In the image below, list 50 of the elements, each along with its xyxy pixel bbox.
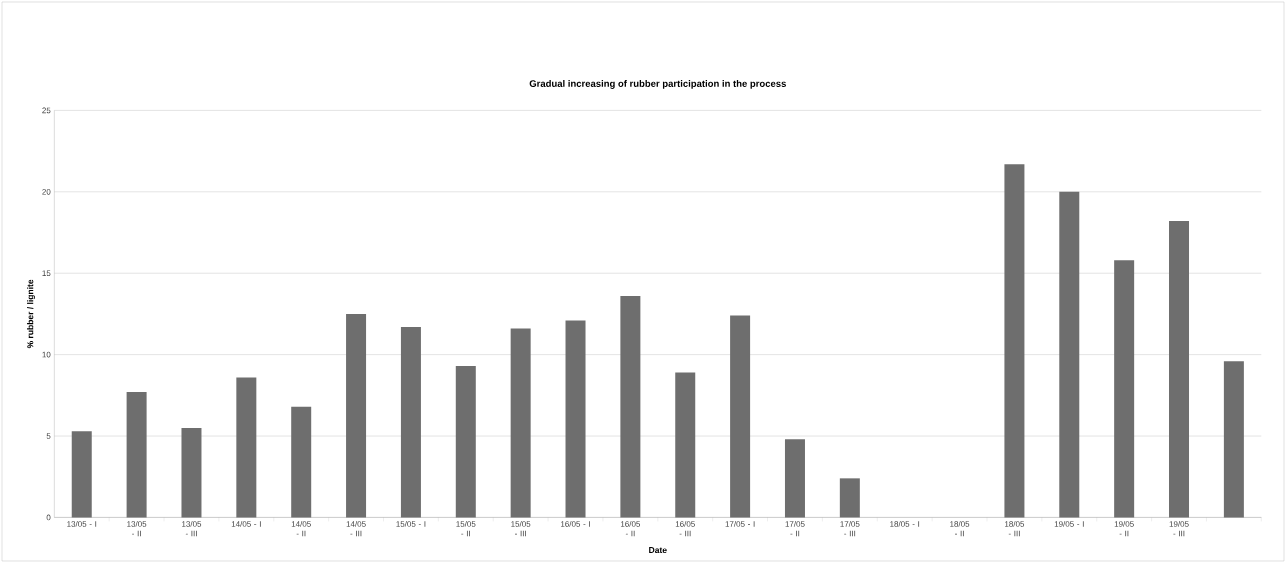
bar [455, 366, 476, 518]
x-tick-label: 18/05 - II [950, 520, 970, 537]
x-tick-label: 16/05 - II [620, 520, 641, 537]
x-tick-label: 13/05 - II [127, 520, 147, 537]
bar [1223, 361, 1244, 518]
bar [291, 406, 312, 518]
bar [1169, 221, 1190, 518]
bar [1004, 164, 1025, 518]
bar [675, 372, 696, 518]
bar [1059, 191, 1080, 518]
bar [181, 427, 202, 518]
bar [400, 326, 421, 518]
x-tick-label: 18/05 - I [890, 520, 920, 527]
x-tick-label: 14/05 - II [291, 520, 311, 537]
bar [346, 313, 367, 518]
bar [126, 392, 147, 518]
bar [784, 439, 805, 518]
x-tick-label: 18/05 - III [1005, 520, 1025, 537]
x-tick-label: 17/05 - III [840, 520, 860, 537]
x-tick-label: 19/05 - I [1054, 520, 1084, 527]
y-axis-title: % rubber / lignite [27, 279, 36, 349]
chart-title: Gradual increasing of rubber participation in the process [529, 79, 786, 89]
bar [71, 431, 92, 518]
bar [236, 377, 257, 518]
x-tick-label: 13/05 - III [182, 520, 202, 537]
x-tick-label: 14/05 - III [346, 520, 366, 537]
bar [620, 296, 641, 518]
y-tick-label: 0 [46, 514, 51, 521]
x-tick-label: 14/05 - I [231, 520, 261, 527]
y-tick-label: 20 [42, 188, 51, 195]
bar [730, 315, 751, 518]
bar [1114, 260, 1135, 518]
x-tick-label: 16/05 - I [561, 520, 590, 527]
y-tick-label: 10 [42, 351, 51, 358]
x-tick-label: 19/05 - II [1114, 520, 1134, 537]
x-tick-label: 15/05 - I [396, 520, 426, 527]
x-tick-label: 15/05 - III [511, 520, 531, 537]
x-axis-title: Date [649, 547, 667, 554]
x-tick-label: 16/05 - III [675, 520, 695, 537]
y-tick-label: 5 [46, 433, 51, 439]
bar [565, 320, 586, 518]
y-tick-label: 25 [42, 107, 51, 114]
bar [839, 478, 860, 518]
x-tick-label: 17/05 - II [785, 520, 805, 537]
x-tick-label: 15/05 - II [456, 520, 476, 537]
x-tick-label: 19/05 - III [1169, 520, 1189, 537]
y-tick-label: 15 [42, 270, 51, 277]
x-tick-label: 17/05 - I [725, 520, 755, 527]
bar [510, 328, 531, 518]
x-tick-label: 13/05 - I [67, 520, 97, 527]
